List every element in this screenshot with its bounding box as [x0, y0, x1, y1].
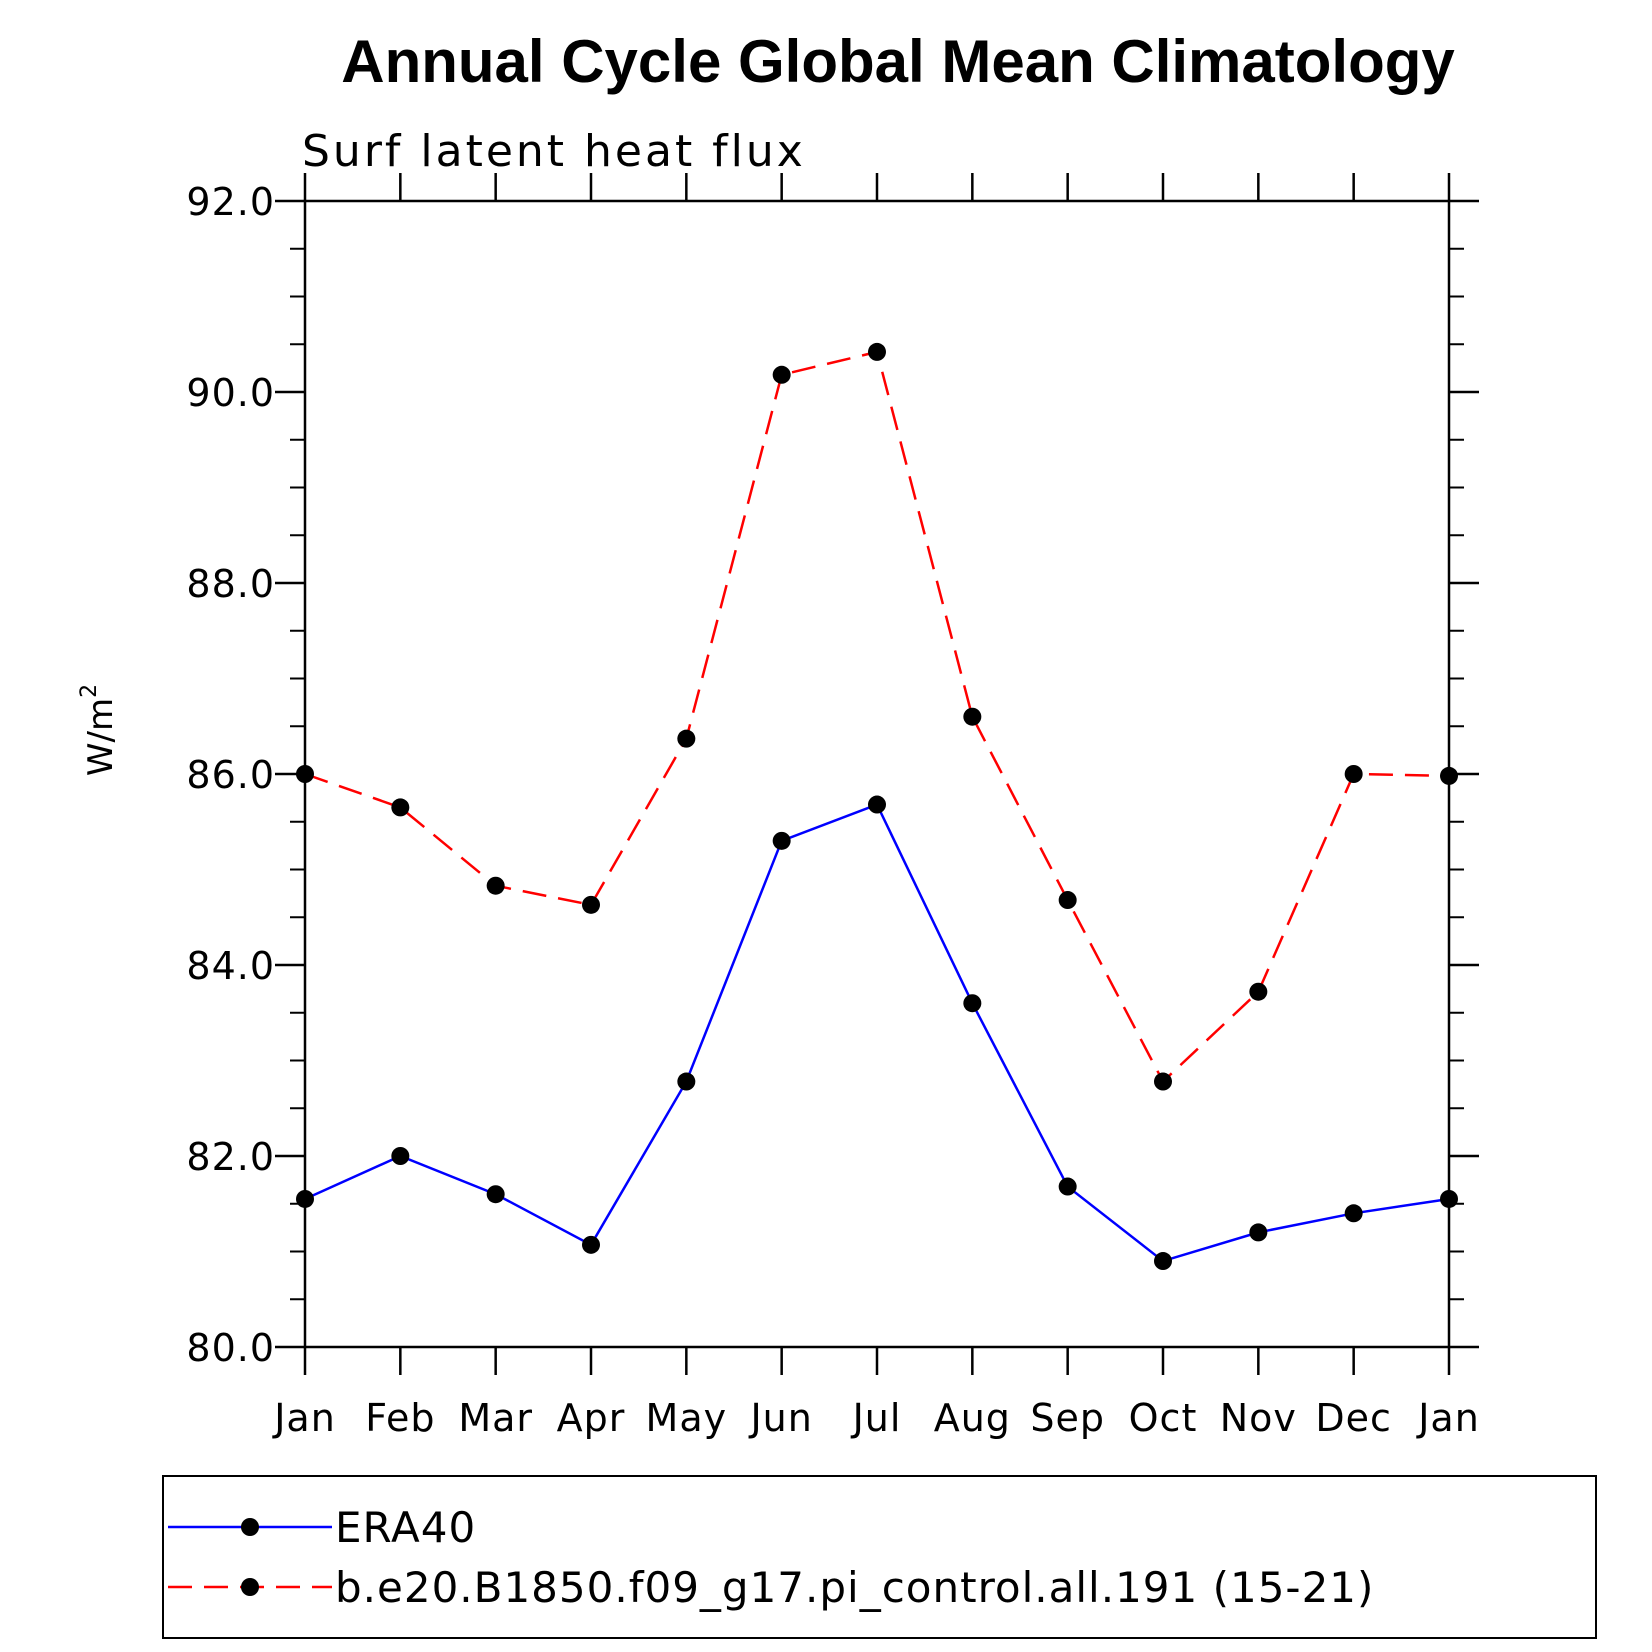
series-0-point — [772, 831, 791, 850]
axes: Jan Feb Mar Apr May Jun Jul Aug Sep Oct Nov Dec Jan 8… — [186, 173, 1479, 1440]
series-1-point — [868, 342, 886, 361]
x-tick-label: May — [646, 1396, 728, 1440]
series-1-point — [963, 707, 982, 726]
series-0-point — [391, 1147, 410, 1165]
series-1-point — [1058, 891, 1077, 910]
series-0-point — [582, 1235, 600, 1254]
series-1-point — [1249, 982, 1268, 1001]
x-tick-label: Jul — [851, 1396, 902, 1440]
series-1-point — [677, 729, 696, 748]
legend-label-1: b.e20.B1850.f09_g17.pi_control.all.191 (… — [335, 1563, 1374, 1612]
y-axis-label-text: W/m — [81, 698, 121, 776]
x-tick-label: Jan — [272, 1396, 336, 1440]
series-1-point — [296, 765, 314, 783]
series-0-point — [486, 1185, 505, 1204]
legend-box — [162, 1475, 1597, 1639]
y-tick-label: 88.0 — [186, 562, 275, 606]
x-tick-label: Nov — [1220, 1396, 1297, 1440]
series-1-point — [391, 798, 410, 817]
y-tick-label: 90.0 — [186, 371, 275, 415]
series-line-1 — [304, 350, 1450, 1084]
series-0-point — [868, 795, 886, 814]
x-tick-label: Feb — [365, 1396, 435, 1440]
series-0-point — [1058, 1177, 1077, 1196]
y-tick-label: 86.0 — [186, 753, 275, 797]
series-0-point — [296, 1189, 314, 1208]
svg-text:W/m2: W/m2 — [77, 684, 121, 776]
series-1-point — [772, 365, 791, 384]
x-tick-label: Sep — [1030, 1396, 1105, 1440]
series-0-point — [1440, 1189, 1458, 1208]
y-tick-label: 82.0 — [186, 1135, 275, 1179]
chart-title: Annual Cycle Global Mean Climatology — [341, 28, 1455, 95]
x-tick-label: Oct — [1129, 1396, 1198, 1440]
y-axis-label: W/m2 — [77, 684, 121, 776]
x-tick-label: Jan — [1416, 1396, 1480, 1440]
series-0-point — [963, 994, 982, 1013]
series-0-point — [1249, 1223, 1268, 1242]
series-1-point — [1440, 766, 1458, 785]
y-tick-label: 80.0 — [186, 1326, 275, 1370]
legend-marker-1 — [241, 1578, 259, 1596]
legend-label-0: ERA40 — [335, 1503, 476, 1552]
y-axis-label-superscript: 2 — [77, 684, 102, 698]
series-1-point — [486, 876, 505, 895]
plot-frame — [303, 199, 1451, 1349]
x-tick-label: Mar — [458, 1396, 533, 1440]
series-1-point — [1154, 1072, 1172, 1091]
series-0-point — [677, 1072, 696, 1091]
legend-marker-0 — [241, 1518, 259, 1536]
legend: ERA40 b.e20.B1850.f09_g17.pi_control.all.… — [168, 1503, 1374, 1612]
series-0-point — [1154, 1252, 1172, 1271]
y-tick-label: 84.0 — [186, 944, 275, 988]
x-tick-label: Dec — [1315, 1396, 1392, 1440]
series-layer — [296, 342, 1458, 1271]
series-1-point — [1344, 765, 1363, 783]
series-1-point — [582, 895, 600, 914]
series-line-0 — [304, 802, 1450, 1263]
chart-subtitle: Surf latent heat flux — [302, 126, 806, 177]
series-0-point — [1344, 1204, 1363, 1223]
x-tick-label: Aug — [934, 1396, 1011, 1440]
x-tick-label: Jun — [748, 1396, 812, 1440]
y-tick-label: 92.0 — [186, 180, 275, 224]
x-tick-label: Apr — [557, 1396, 626, 1440]
